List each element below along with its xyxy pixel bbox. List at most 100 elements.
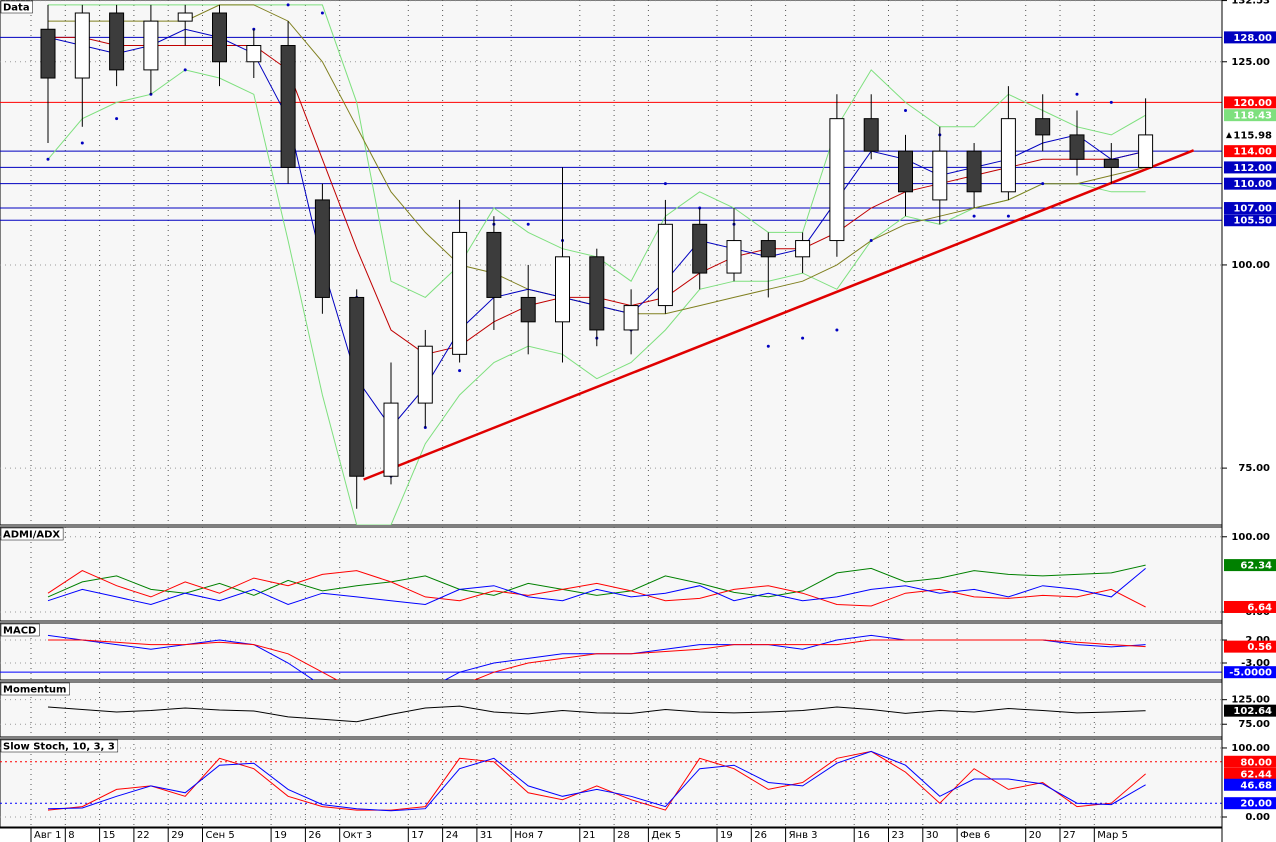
indicator-line bbox=[47, 570, 1146, 608]
candle-body bbox=[932, 150, 948, 201]
y-tick-label: -3.00 bbox=[1241, 658, 1270, 669]
last-value-label-box bbox=[1224, 778, 1276, 791]
sar-dot bbox=[183, 68, 187, 72]
panel-title-box bbox=[0, 739, 119, 753]
last-value-label-box bbox=[1224, 704, 1276, 717]
last-value-label: 62.34 bbox=[1240, 561, 1272, 572]
candle-body bbox=[1069, 134, 1085, 160]
x-tick-label: 24 bbox=[446, 830, 459, 841]
last-value-label-box bbox=[1224, 640, 1276, 653]
price-marker: 118.43 bbox=[1233, 111, 1272, 122]
indicator-line bbox=[47, 564, 1146, 598]
indicator-line bbox=[48, 639, 1146, 680]
level-label: 112.00 bbox=[1233, 163, 1272, 174]
candle-body bbox=[280, 45, 296, 168]
x-tick-label: 19 bbox=[720, 830, 733, 841]
sar-dot bbox=[766, 344, 770, 348]
candle-body bbox=[966, 150, 982, 193]
sar-dot bbox=[1006, 214, 1010, 218]
level-label: 114.00 bbox=[1233, 147, 1272, 158]
candle-body bbox=[314, 199, 330, 298]
sar-dot bbox=[80, 141, 84, 145]
level-label-box bbox=[1224, 145, 1276, 158]
panel-plot bbox=[0, 623, 1222, 680]
last-value-label-box bbox=[1224, 600, 1276, 613]
last-value-label: 6.64 bbox=[1247, 602, 1272, 613]
candle-body bbox=[109, 12, 125, 71]
level-label: 120.00 bbox=[1233, 98, 1272, 109]
candle-body bbox=[1000, 118, 1016, 193]
candle-body bbox=[589, 256, 605, 331]
candle-body bbox=[74, 12, 90, 79]
indicator-line bbox=[47, 750, 1146, 811]
panel-plot bbox=[0, 527, 1222, 621]
panel-background bbox=[0, 622, 1223, 681]
y-tick-label: 100.00 bbox=[1231, 260, 1270, 271]
level-label: 110.00 bbox=[1233, 179, 1272, 190]
panel-title-group: Slow Stoch, 10, 3, 3 bbox=[0, 739, 119, 753]
panel-title: Slow Stoch, 10, 3, 3 bbox=[3, 742, 115, 753]
panel-title: Data bbox=[3, 3, 30, 14]
x-tick-label: 23 bbox=[892, 830, 905, 841]
level-label-box bbox=[1224, 755, 1276, 768]
panel-title-group: Data bbox=[0, 0, 33, 14]
sar-dot bbox=[1109, 100, 1113, 104]
y-tick-label: 132.53 bbox=[1231, 0, 1270, 7]
panel-title-box bbox=[0, 623, 40, 637]
panel-title-box bbox=[0, 0, 33, 14]
price-marker-box bbox=[1224, 109, 1276, 122]
candle-body bbox=[246, 45, 262, 63]
candle-body bbox=[829, 118, 845, 242]
indicator-line bbox=[47, 568, 1146, 606]
x-tick-label: 16 bbox=[857, 830, 870, 841]
y-tick-label: 100.00 bbox=[1231, 532, 1270, 543]
x-tick-label: 30 bbox=[926, 830, 939, 841]
sar-dot bbox=[972, 214, 976, 218]
sar-dot bbox=[526, 222, 530, 226]
candle-body bbox=[383, 402, 399, 477]
sar-dot bbox=[663, 182, 667, 186]
x-tick-label: 26 bbox=[308, 830, 321, 841]
x-tick-label: Янв 3 bbox=[789, 830, 818, 841]
x-tick-label: 19 bbox=[274, 830, 287, 841]
x-tick-label: 8 bbox=[68, 830, 74, 841]
candle-body bbox=[726, 240, 742, 274]
x-tick-label: 15 bbox=[103, 830, 116, 841]
level-label-box bbox=[1224, 214, 1276, 227]
x-tick-label: 27 bbox=[1063, 830, 1076, 841]
panel-title: ADMI/ADX bbox=[3, 530, 60, 541]
candle-body bbox=[898, 150, 913, 193]
level-label: 20.00 bbox=[1240, 799, 1272, 810]
candle-body bbox=[657, 223, 673, 307]
sar-dot bbox=[1041, 182, 1045, 186]
candle-body bbox=[1035, 118, 1051, 136]
panel-plot bbox=[0, 0, 1222, 525]
panel-plot bbox=[0, 739, 1222, 827]
y-tick-label: 75.00 bbox=[1238, 719, 1270, 730]
panel-title: Momentum bbox=[3, 685, 66, 696]
panel-title-group: MACD bbox=[0, 623, 40, 637]
level-label: -5.0000 bbox=[1229, 668, 1272, 679]
candle-body bbox=[177, 12, 193, 22]
y-tick-label: 125.00 bbox=[1231, 57, 1270, 68]
indicator-line bbox=[47, 69, 1146, 525]
level-label-box bbox=[1224, 797, 1276, 810]
level-label: 105.50 bbox=[1233, 216, 1272, 227]
sar-dot bbox=[1075, 92, 1079, 96]
last-value-label-box bbox=[1224, 767, 1276, 780]
candle-body bbox=[486, 231, 502, 298]
sar-dot bbox=[904, 109, 907, 113]
indicator-line bbox=[47, 705, 1146, 723]
y-tick-label: 0.00 bbox=[1245, 812, 1270, 823]
sar-dot bbox=[835, 328, 839, 332]
level-label-box bbox=[1224, 177, 1276, 190]
sar-dot bbox=[286, 3, 290, 7]
candle-body bbox=[1138, 134, 1154, 168]
y-tick-label: 75.00 bbox=[1238, 463, 1270, 474]
panel-title-group: ADMI/ADX bbox=[0, 527, 64, 541]
level-label-box bbox=[1224, 96, 1276, 109]
candle-body bbox=[692, 223, 708, 274]
candle-body bbox=[760, 240, 776, 258]
